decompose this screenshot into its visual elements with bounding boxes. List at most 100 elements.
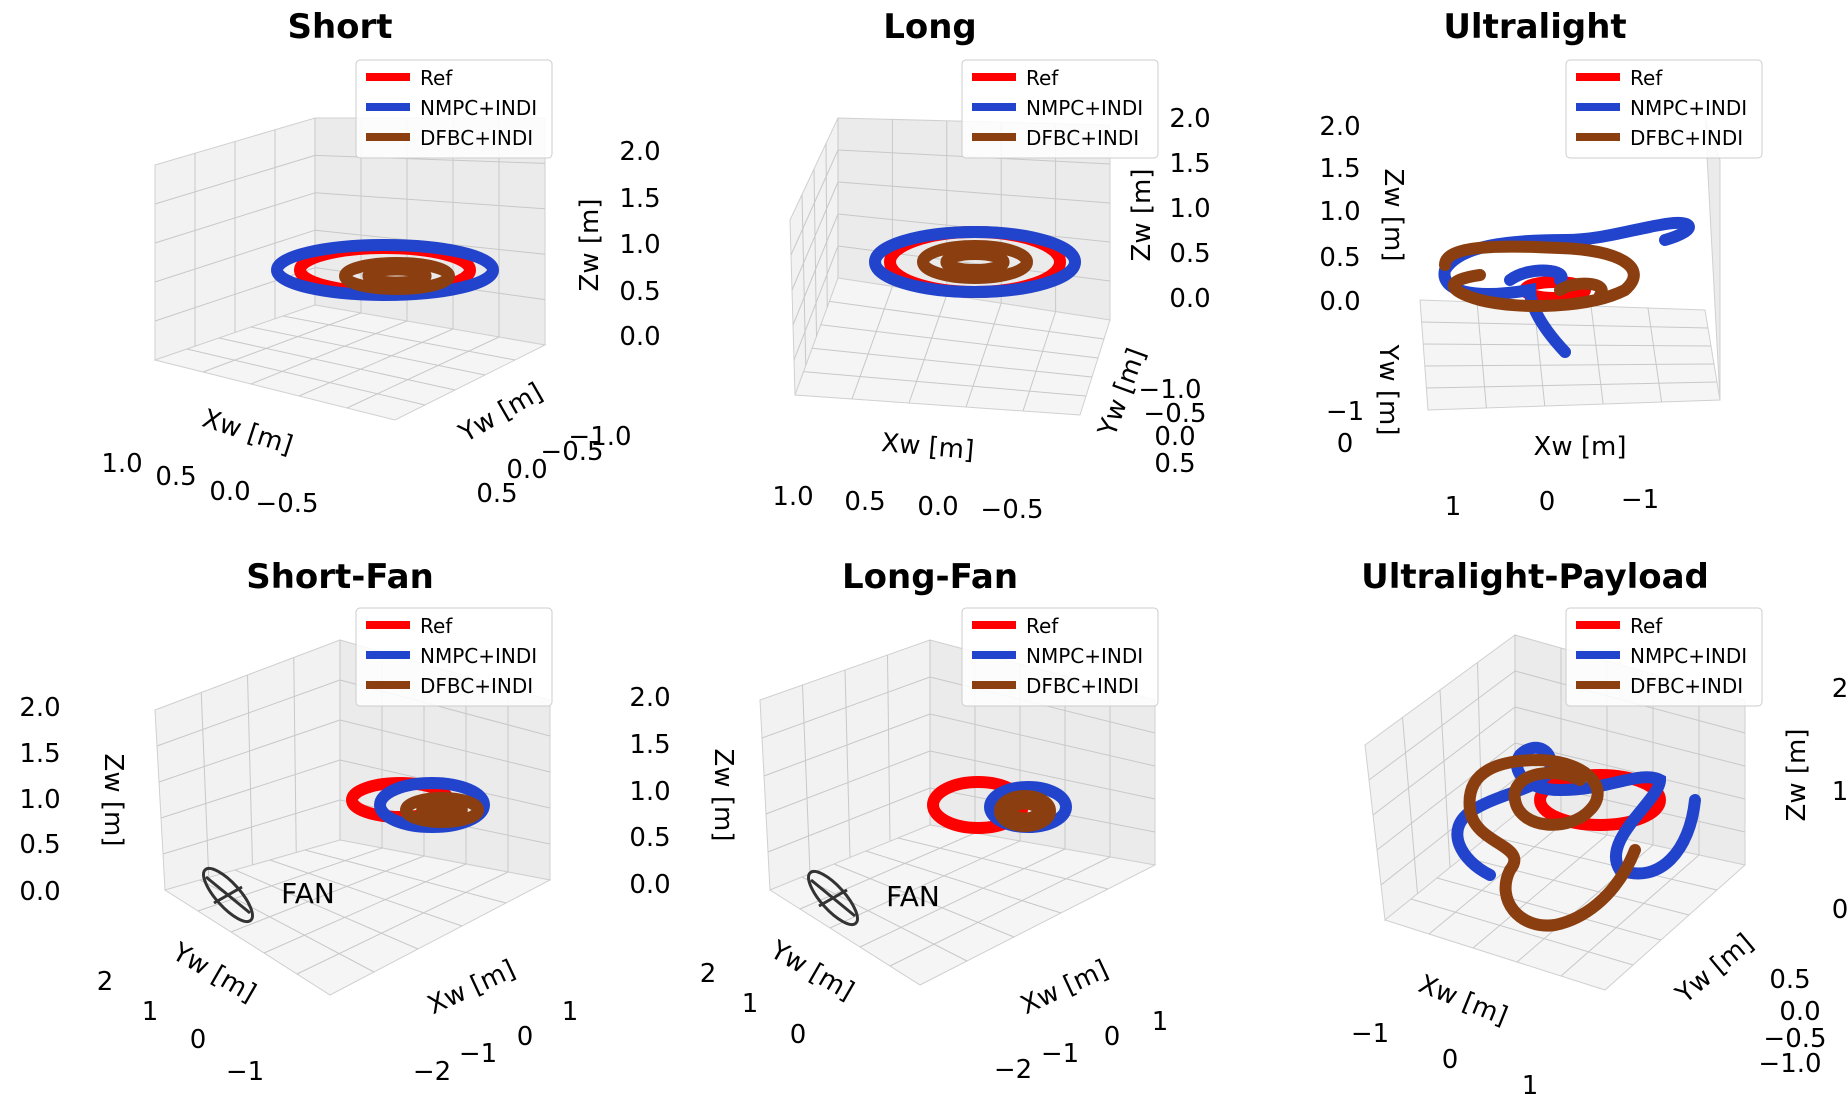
subplot-title: Long-Fan [842, 557, 1018, 597]
gridline [802, 684, 811, 874]
gridline [859, 848, 1066, 948]
z-tick-label: 1.5 [1319, 154, 1360, 184]
y-axis-label: Yw [m] [764, 935, 859, 1007]
x-tick-label: 1.0 [101, 449, 142, 479]
gridline [1022, 311, 1057, 412]
gridline [761, 676, 931, 739]
y-tick-label: 0 [190, 1025, 207, 1055]
z-tick-label: 0 [1832, 895, 1848, 925]
y-tick-label: 0.5 [1769, 965, 1810, 995]
z-tick-label: 0.5 [1169, 239, 1210, 269]
gridline [247, 674, 253, 866]
gridline [908, 294, 948, 404]
fan-outline [807, 869, 859, 927]
z-axis-label: Zw [m] [708, 749, 738, 842]
legend-label: DFBC+INDI [1026, 126, 1139, 150]
gridline [812, 347, 1093, 378]
legend: Ref NMPC+INDI DFBC+INDI [355, 59, 553, 159]
series-dfbc-indi [1439, 240, 1640, 312]
gridline [763, 713, 931, 777]
legend-label: DFBC+INDI [1026, 674, 1139, 698]
gridline [1462, 856, 1690, 916]
x-axis-label: Xw [m] [880, 428, 975, 466]
gridline [1372, 706, 1516, 816]
z-tick-label: 0.0 [1319, 287, 1360, 317]
y-tick-label: 0.5 [476, 479, 517, 509]
legend-label: NMPC+INDI [1026, 96, 1143, 120]
x-tick-label: 1 [1522, 1071, 1539, 1094]
y-tick-label: 0.0 [1154, 422, 1195, 452]
gridline [1426, 381, 1718, 389]
gridline [1410, 898, 1634, 966]
x-tick-label: −1 [1351, 1019, 1389, 1049]
z-tick-label: 1.0 [19, 785, 60, 815]
series-ref [1534, 769, 1666, 831]
gridline [269, 859, 463, 927]
series-dfbc-indi-inner [416, 798, 468, 822]
z-tick-label: 0.0 [619, 322, 660, 352]
gridline [230, 855, 425, 933]
z-tick-label: 1.0 [1319, 197, 1360, 227]
y-tick-label: 1 [742, 989, 759, 1019]
legend: Ref NMPC+INDI DFBC+INDI [355, 607, 553, 707]
gridline [282, 315, 516, 361]
gridline [200, 692, 210, 878]
fan-blade [818, 888, 848, 908]
gridline [218, 337, 456, 391]
z-tick-label: 2.0 [1169, 104, 1210, 134]
gridline [250, 320, 408, 385]
series-dfbc-indi-inner [940, 248, 1010, 276]
gridline [202, 312, 362, 373]
pane-floor [153, 304, 547, 421]
x-tick-label: 0 [517, 1022, 534, 1052]
x-axis-label: Xw [m] [1534, 432, 1627, 462]
gridline [250, 326, 486, 376]
series-dfbc-indi [339, 257, 455, 295]
series-nmpc-indi [271, 239, 499, 301]
subplot-ultralight-payload: Ultralight-Payload 0 1 2 −1 0 1 −1.0−0.50.00.5 Z… [1351, 557, 1848, 1094]
subplot-title: Long [883, 7, 977, 47]
z-tick-label: 1.5 [1169, 149, 1210, 179]
z-tick-label: 1.0 [619, 230, 660, 260]
gridline [791, 181, 839, 291]
x-tick-label: −0.5 [255, 489, 318, 519]
gridline [314, 192, 546, 210]
gridline [1488, 835, 1718, 891]
gridline [825, 143, 828, 308]
gridline [803, 371, 1087, 397]
series-dfbc-indi [994, 790, 1056, 832]
x-tick-label: −1 [1621, 485, 1659, 515]
z-tick-label: 2.0 [629, 683, 670, 713]
legend: Ref NMPC+INDI DFBC+INDI [1565, 59, 1763, 159]
z-axis-label: Zw [m] [575, 199, 605, 292]
series-nmpc-indi [869, 226, 1081, 298]
subplot-title: Ultralight-Payload [1361, 557, 1709, 597]
legend: Ref NMPC+INDI DFBC+INDI [961, 607, 1159, 707]
gridline [234, 869, 419, 950]
gridline [197, 847, 383, 912]
gridline [837, 181, 1111, 204]
y-tick-label: −0.5 [1143, 399, 1206, 429]
y-tick-label: −1 [1326, 397, 1364, 427]
legend: Ref NMPC+INDI DFBC+INDI [1565, 607, 1763, 707]
y-axis-label: Yw [m] [1670, 928, 1760, 1010]
gridline [1402, 717, 1418, 894]
y-tick-label: 0 [790, 1020, 807, 1050]
x-tick-label: 1 [562, 997, 579, 1027]
y-tick-label: 2 [97, 967, 114, 997]
gridline [829, 300, 1105, 340]
x-tick-label: 1 [1152, 1007, 1169, 1037]
gridline [897, 837, 1109, 890]
y-tick-label: 0.0 [1779, 997, 1820, 1027]
gridline [929, 750, 1156, 800]
gridline [965, 303, 1002, 408]
gridline [820, 324, 1099, 359]
fan-label: FAN [281, 877, 335, 910]
z-tick-label: 0.5 [19, 830, 60, 860]
x-tick-label: 0.0 [209, 477, 250, 507]
gridline [1476, 301, 1487, 409]
gridline [314, 154, 546, 164]
gridlines [1368, 635, 1746, 977]
gridline [865, 850, 1062, 914]
